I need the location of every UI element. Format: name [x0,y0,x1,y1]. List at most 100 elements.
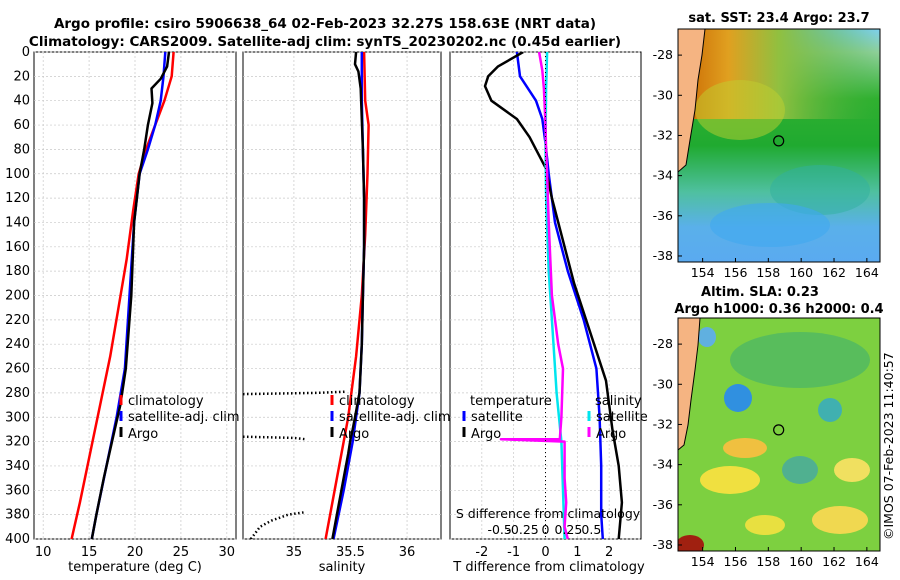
s-diff-tick: 0.5 [581,522,601,537]
x-tick: 30 [219,545,236,560]
sst-map-title: sat. SST: 23.4 Argo: 23.7 [688,11,869,26]
depth-tick: 280 [5,386,30,401]
s-diff-tick: -0.5 [487,522,511,537]
salinity-xlabel: salinity [319,560,366,575]
legend-label: satellite-adj. clim [128,410,240,425]
legend-label: Argo [596,427,626,442]
temperature-series [70,52,175,539]
map-lon-tick: 158 [756,265,780,280]
legend-title-temperature: temperature [470,394,552,409]
map-lat-tick: -38 [653,537,673,552]
map-lon-tick: 162 [822,265,846,280]
depth-tick: 240 [5,337,30,352]
map-lat-tick: -28 [653,47,673,62]
legend-title-salinity: salinity [595,394,642,409]
sla-map-title2: Argo h1000: 0.36 h2000: 0.4 [674,302,883,317]
series-argo-bad-3 [249,510,306,539]
series-argo-bad-2 [243,435,306,441]
series-temperature-argo [483,52,624,539]
difference-legend: temperature satellite Argo salinity sate… [462,394,648,442]
sla-feature [812,506,868,534]
sla-map-frame [677,317,881,552]
sst-feature [695,80,785,140]
s-difference-tick-labels: -0.5-0.25 0 0.25 0.5 [487,522,601,537]
sst-map-ticks: 154 156 158 160 162 164 -28 -30 -32 -34 -36 -38 [653,47,879,280]
difference-xlabel2: S difference from climatology [456,506,641,521]
map-lon-tick: 164 [855,265,879,280]
map-lon-tick: 162 [822,554,846,569]
depth-tick: 100 [5,167,30,182]
sla-eddy [782,456,818,484]
australia-coast [678,29,706,173]
s-diff-tick: 0.25 [554,522,582,537]
sst-feature [710,203,830,247]
depth-tick: 160 [5,240,30,255]
map-lon-tick: 154 [691,265,715,280]
x-tick: 2 [605,545,613,560]
x-tick-labels: 10 15 20 25 30 35 35.5 36 -2 -1 0 1 2 [35,545,613,560]
series-salinity-argo [499,52,570,539]
sla-map-title1: Altim. SLA: 0.23 [701,285,819,300]
sla-feature [834,458,870,482]
s-diff-tick: -0.25 [506,522,538,537]
x-tick: -1 [507,545,520,560]
header-line2: Climatology: CARS2009. Satellite-adj cli… [29,34,621,50]
depth-tick: 120 [5,191,30,206]
map-lon-tick: 164 [855,554,879,569]
sla-map-ticks: 154 156 158 160 162 164 -28 -30 -32 -34 -36 -38 [653,336,879,569]
depth-tick: 220 [5,313,30,328]
x-tick: 10 [35,545,52,560]
map-lat-tick: -30 [653,87,673,102]
depth-tick: 300 [5,410,30,425]
map-lat-tick: -36 [653,497,673,512]
x-tick: 15 [81,545,98,560]
sla-feature [730,332,870,388]
x-tick: 20 [127,545,144,560]
difference-xlabel: T difference from climatology [452,560,645,575]
map-lat-tick: -34 [653,168,673,183]
argo-marker [773,135,785,147]
sst-feature [770,165,870,215]
depth-tick: 20 [13,69,30,84]
map-lon-tick: 154 [691,554,715,569]
series-temperature-satellite [515,52,605,539]
map-lat-tick: -30 [653,376,673,391]
salinity-legend: climatology satellite-adj. clim Argo [330,394,451,442]
map-lon-tick: 156 [724,265,748,280]
map-lon-tick: 156 [724,554,748,569]
series-climatology [70,52,175,539]
australia-coast [678,318,701,451]
legend-label: satellite [596,410,648,425]
sla-feature [700,466,760,494]
temperature-legend: climatology satellite-adj. clim Argo [119,394,240,442]
series-argo [331,52,366,539]
x-tick: 1 [573,545,581,560]
depth-tick: 200 [5,289,30,304]
depth-tick: 140 [5,215,30,230]
sla-map [678,318,880,551]
sla-eddy [698,327,716,347]
difference-series [483,52,624,539]
temperature-xlabel: temperature (deg C) [68,560,202,575]
sla-eddy [724,384,752,412]
sla-eddy [818,398,842,422]
x-tick: 25 [173,545,190,560]
sla-feature [723,438,767,458]
map-lat-tick: -32 [653,127,673,142]
depth-tick: 180 [5,264,30,279]
map-lat-tick: -32 [653,416,673,431]
map-lon-tick: 160 [789,265,813,280]
depth-tick: 360 [5,483,30,498]
depth-tick: 260 [5,362,30,377]
map-lon-tick: 158 [756,554,780,569]
legend-label: satellite-adj. clim [339,410,451,425]
series-argo-bad [243,390,345,396]
sla-feature [745,515,785,535]
legend-label: satellite [471,410,523,425]
depth-tick: 320 [5,435,30,450]
salinity-series [243,52,370,539]
sst-map-frame [677,28,881,263]
map-lat-tick: -34 [653,457,673,472]
depth-tick: 60 [13,118,30,133]
